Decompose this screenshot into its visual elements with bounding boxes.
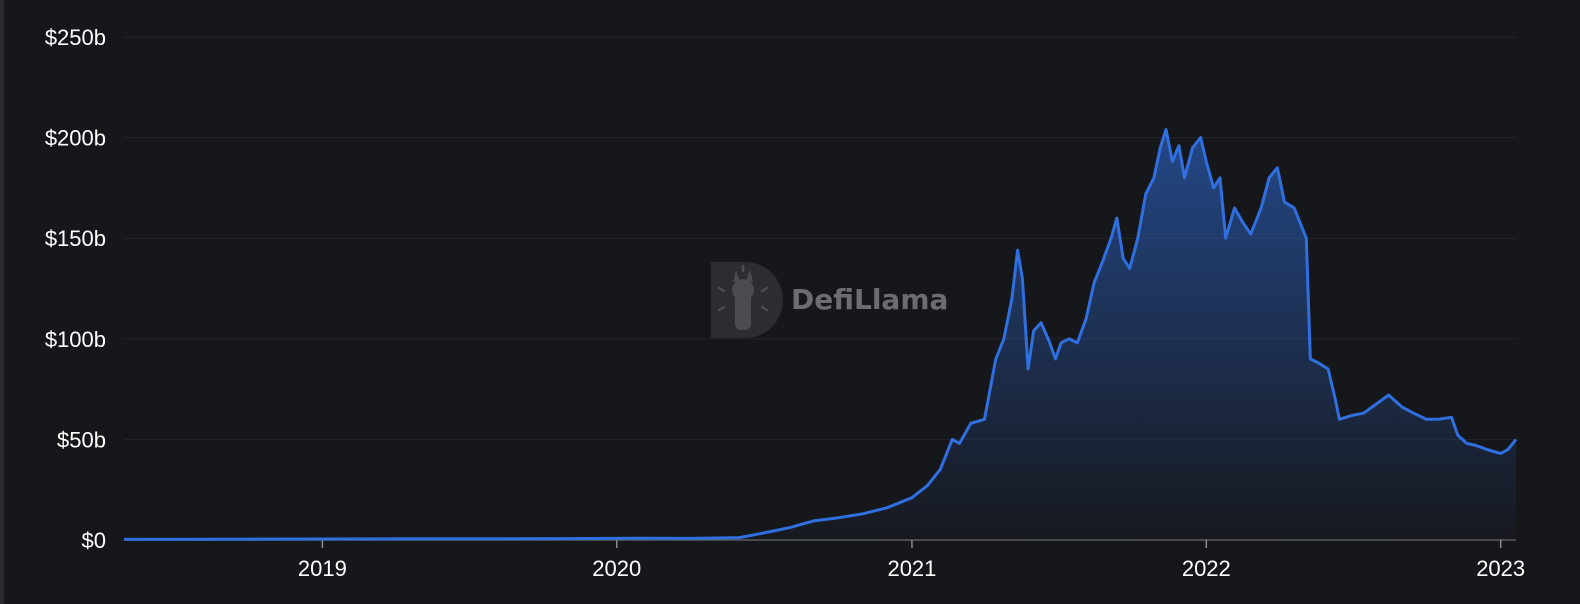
y-tick-label: $200b (45, 126, 106, 151)
y-tick-label: $50b (57, 427, 106, 452)
y-tick-label: $250b (45, 25, 106, 50)
brand-name: DefiLlama (791, 283, 948, 316)
x-tick-label: 2022 (1182, 556, 1231, 581)
tvl-series-line (123, 128, 1518, 541)
tvl-area-chart: $0$50b$100b$150b$200b$250b 2019 2020 2021 2… (45, 25, 1525, 581)
y-tick-label: $0 (82, 528, 106, 553)
x-tick-label: 2023 (1476, 556, 1525, 581)
tvl-area-fill (124, 129, 1516, 540)
x-tick-label: 2019 (298, 556, 347, 581)
y-tick-label: $150b (45, 226, 106, 251)
x-axis: 2019 2020 2021 2022 2023 (298, 540, 1525, 581)
llama-icon (732, 270, 754, 330)
x-tick-label: 2021 (887, 556, 936, 581)
sparkle-icon (717, 264, 769, 312)
defillama-watermark: DefiLlama (711, 262, 948, 338)
y-axis: $0 $50b $100b $150b $200b $250b (45, 25, 106, 553)
x-tick-label: 2020 (592, 556, 641, 581)
y-tick-label: $100b (45, 327, 106, 352)
